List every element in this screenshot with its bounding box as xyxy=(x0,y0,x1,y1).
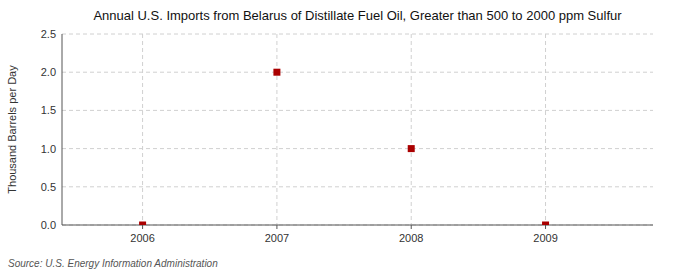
chart-container: 2006 2007 2008 2009 0.0 0.5 1.0 1.5 2.0 2.5 Annual… xyxy=(0,0,675,275)
x-grid-line xyxy=(545,34,546,225)
chart-svg: 2006 2007 2008 2009 0.0 0.5 1.0 1.5 2.0 2.5 Annual… xyxy=(0,0,675,275)
x-tick-label: 2009 xyxy=(533,232,557,244)
y-grid-line xyxy=(62,72,653,73)
data-point xyxy=(273,69,280,76)
y-grid-line xyxy=(62,186,653,187)
y-axis-line xyxy=(62,34,63,225)
data-points xyxy=(139,69,549,225)
y-tick-label: 0.5 xyxy=(41,181,56,193)
x-grid-line xyxy=(276,34,277,225)
x-ticks: 2006 2007 2008 2009 xyxy=(130,225,557,244)
y-tick-label: 1.0 xyxy=(41,143,56,155)
x-axis-line xyxy=(62,225,653,226)
y-grid-line xyxy=(62,110,653,111)
x-tick-label: 2007 xyxy=(265,232,289,244)
y-grid-line xyxy=(62,34,653,35)
data-point xyxy=(408,145,415,152)
source-note: Source: U.S. Energy Information Administ… xyxy=(8,258,218,269)
y-tick-label: 2.0 xyxy=(41,66,56,78)
x-tick-mark xyxy=(142,225,143,229)
x-tick-label: 2006 xyxy=(130,232,154,244)
y-grid-line xyxy=(62,148,653,149)
grid xyxy=(62,34,653,225)
x-tick-mark xyxy=(411,225,412,229)
x-grid-line xyxy=(411,34,412,225)
y-tick-label: 1.5 xyxy=(41,104,56,116)
y-tick-label: 2.5 xyxy=(41,28,56,40)
y-grid-line xyxy=(62,225,653,226)
y-ticks: 0.0 0.5 1.0 1.5 2.0 2.5 xyxy=(41,28,56,231)
chart-title: Annual U.S. Imports from Belarus of Dist… xyxy=(93,8,622,23)
y-axis-label: Thousand Barrels per Day xyxy=(6,65,18,194)
data-point xyxy=(542,222,549,226)
x-tick-mark xyxy=(545,225,546,229)
y-tick-label: 0.0 xyxy=(41,219,56,231)
x-tick-label: 2008 xyxy=(399,232,423,244)
x-tick-mark xyxy=(276,225,277,229)
data-point xyxy=(139,222,146,226)
x-grid-line xyxy=(142,34,143,225)
